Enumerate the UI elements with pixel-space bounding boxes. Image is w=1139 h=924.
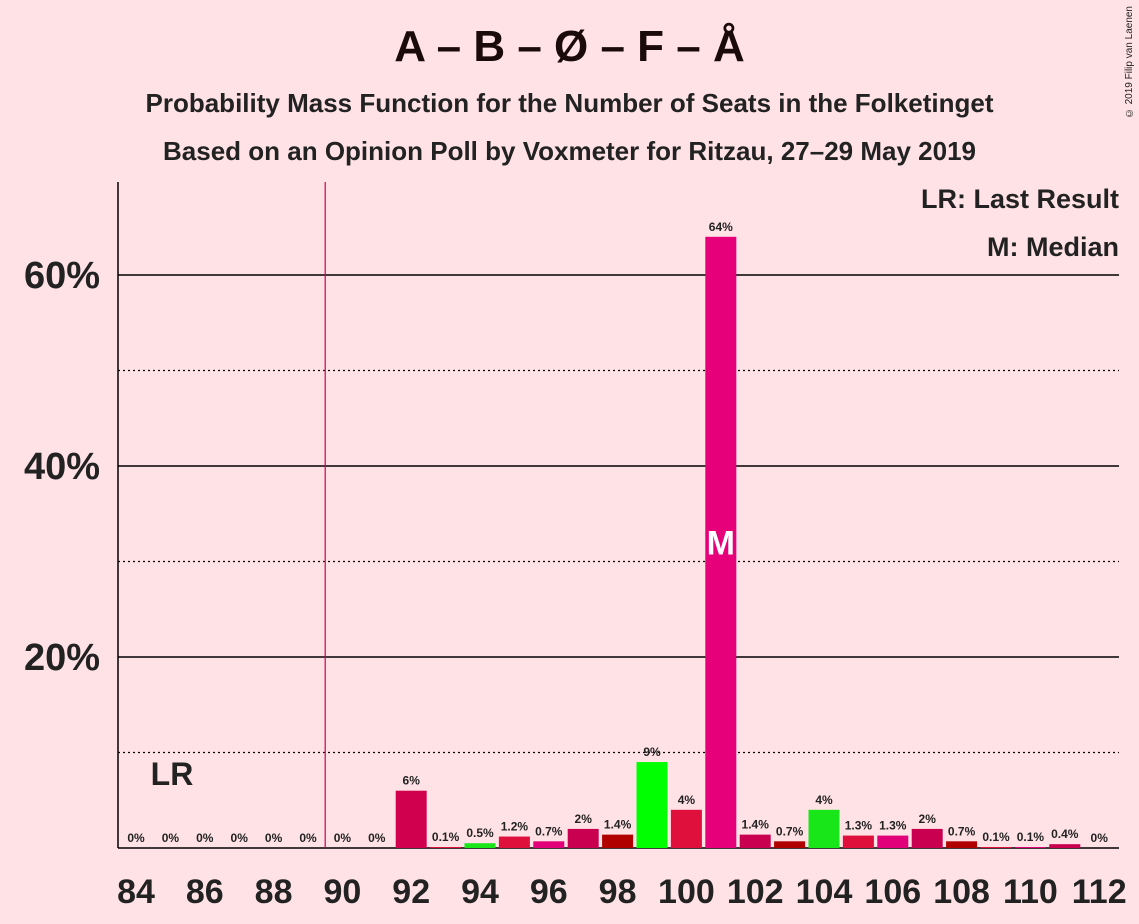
y-tick-label: 20% bbox=[24, 637, 100, 679]
bar-seat-101 bbox=[705, 236, 737, 849]
bar-seat-107 bbox=[911, 828, 943, 848]
bar-value-label: 4% bbox=[815, 793, 833, 807]
x-tick-label: 104 bbox=[796, 873, 853, 911]
bar-seat-103 bbox=[774, 841, 806, 848]
bar-seat-94 bbox=[464, 843, 496, 848]
bar-value-label: 0% bbox=[231, 831, 249, 845]
bar-value-label: 0.1% bbox=[1017, 830, 1045, 844]
x-tick-label: 84 bbox=[117, 873, 155, 911]
y-tick-label: 60% bbox=[24, 255, 100, 297]
bar-value-label: 0% bbox=[162, 831, 180, 845]
bar-seat-111 bbox=[1049, 844, 1081, 848]
y-tick-label: 40% bbox=[24, 446, 100, 488]
bar-value-label: 1.3% bbox=[879, 819, 907, 833]
bar-value-label: 0% bbox=[299, 831, 317, 845]
x-tick-label: 92 bbox=[392, 873, 430, 911]
x-tick-label: 96 bbox=[530, 873, 568, 911]
bar-value-label: 9% bbox=[643, 745, 661, 759]
x-tick-label: 106 bbox=[864, 873, 921, 911]
x-tick-label: 94 bbox=[461, 873, 499, 911]
x-tick-label: 98 bbox=[599, 873, 637, 911]
bar-value-label: 0% bbox=[368, 831, 386, 845]
x-tick-label: 90 bbox=[323, 873, 361, 911]
bar-seat-97 bbox=[567, 828, 599, 848]
chart-title: A – B – Ø – F – Å bbox=[394, 22, 745, 71]
bar-value-label: 2% bbox=[575, 812, 593, 826]
bar-value-label: 64% bbox=[709, 220, 733, 234]
bar-value-label: 0% bbox=[196, 831, 214, 845]
bar-value-label: 0% bbox=[1091, 831, 1109, 845]
bar-value-label: 0.4% bbox=[1051, 827, 1079, 841]
bar-seat-109 bbox=[980, 847, 1012, 848]
bar-seat-102 bbox=[739, 834, 771, 848]
x-tick-label: 108 bbox=[933, 873, 990, 911]
bar-seat-106 bbox=[877, 835, 909, 848]
bar-value-label: 0.7% bbox=[776, 824, 804, 838]
bar-seat-104 bbox=[808, 809, 840, 848]
chart-subtitle-source: Based on an Opinion Poll by Voxmeter for… bbox=[163, 136, 976, 166]
bar-seat-100 bbox=[670, 809, 702, 848]
legend-median: M: Median bbox=[987, 232, 1119, 262]
chart-subtitle: Probability Mass Function for the Number… bbox=[145, 88, 994, 118]
bar-value-label: 1.4% bbox=[604, 818, 632, 832]
median-marker: M bbox=[707, 524, 735, 562]
bar-value-label: 0% bbox=[265, 831, 283, 845]
bar-value-label: 0.7% bbox=[535, 824, 563, 838]
bar-seat-99 bbox=[636, 762, 668, 848]
bar-seat-108 bbox=[946, 841, 978, 848]
last-result-marker: LR bbox=[151, 756, 194, 792]
bar-seat-105 bbox=[842, 835, 874, 848]
bar-value-label: 0% bbox=[127, 831, 145, 845]
x-tick-label: 112 bbox=[1072, 873, 1127, 911]
legend-last-result: LR: Last Result bbox=[920, 184, 1119, 214]
bar-value-label: 0% bbox=[334, 831, 352, 845]
x-tick-label: 88 bbox=[255, 873, 293, 911]
x-tick-label: 110 bbox=[1003, 873, 1058, 911]
bar-value-label: 0.5% bbox=[466, 826, 494, 840]
bar-value-label: 2% bbox=[919, 812, 937, 826]
bar-value-label: 0.1% bbox=[982, 830, 1010, 844]
bar-value-label: 1.3% bbox=[845, 819, 873, 833]
bar-seat-98 bbox=[602, 834, 634, 848]
bar-seat-96 bbox=[533, 841, 565, 848]
bar-seat-95 bbox=[498, 836, 530, 848]
bar-seat-92 bbox=[395, 790, 427, 848]
bar-value-label: 1.2% bbox=[501, 820, 529, 834]
bar-seat-110 bbox=[1014, 847, 1046, 848]
bar-value-label: 4% bbox=[678, 793, 696, 807]
x-tick-label: 102 bbox=[727, 873, 784, 911]
bar-value-label: 0.7% bbox=[948, 824, 976, 838]
bar-seat-93 bbox=[430, 847, 462, 848]
x-tick-label: 86 bbox=[186, 873, 224, 911]
bar-value-label: 1.4% bbox=[742, 818, 770, 832]
bar-value-label: 6% bbox=[403, 774, 421, 788]
bar-value-label: 0.1% bbox=[432, 830, 460, 844]
x-tick-label: 100 bbox=[658, 873, 715, 911]
